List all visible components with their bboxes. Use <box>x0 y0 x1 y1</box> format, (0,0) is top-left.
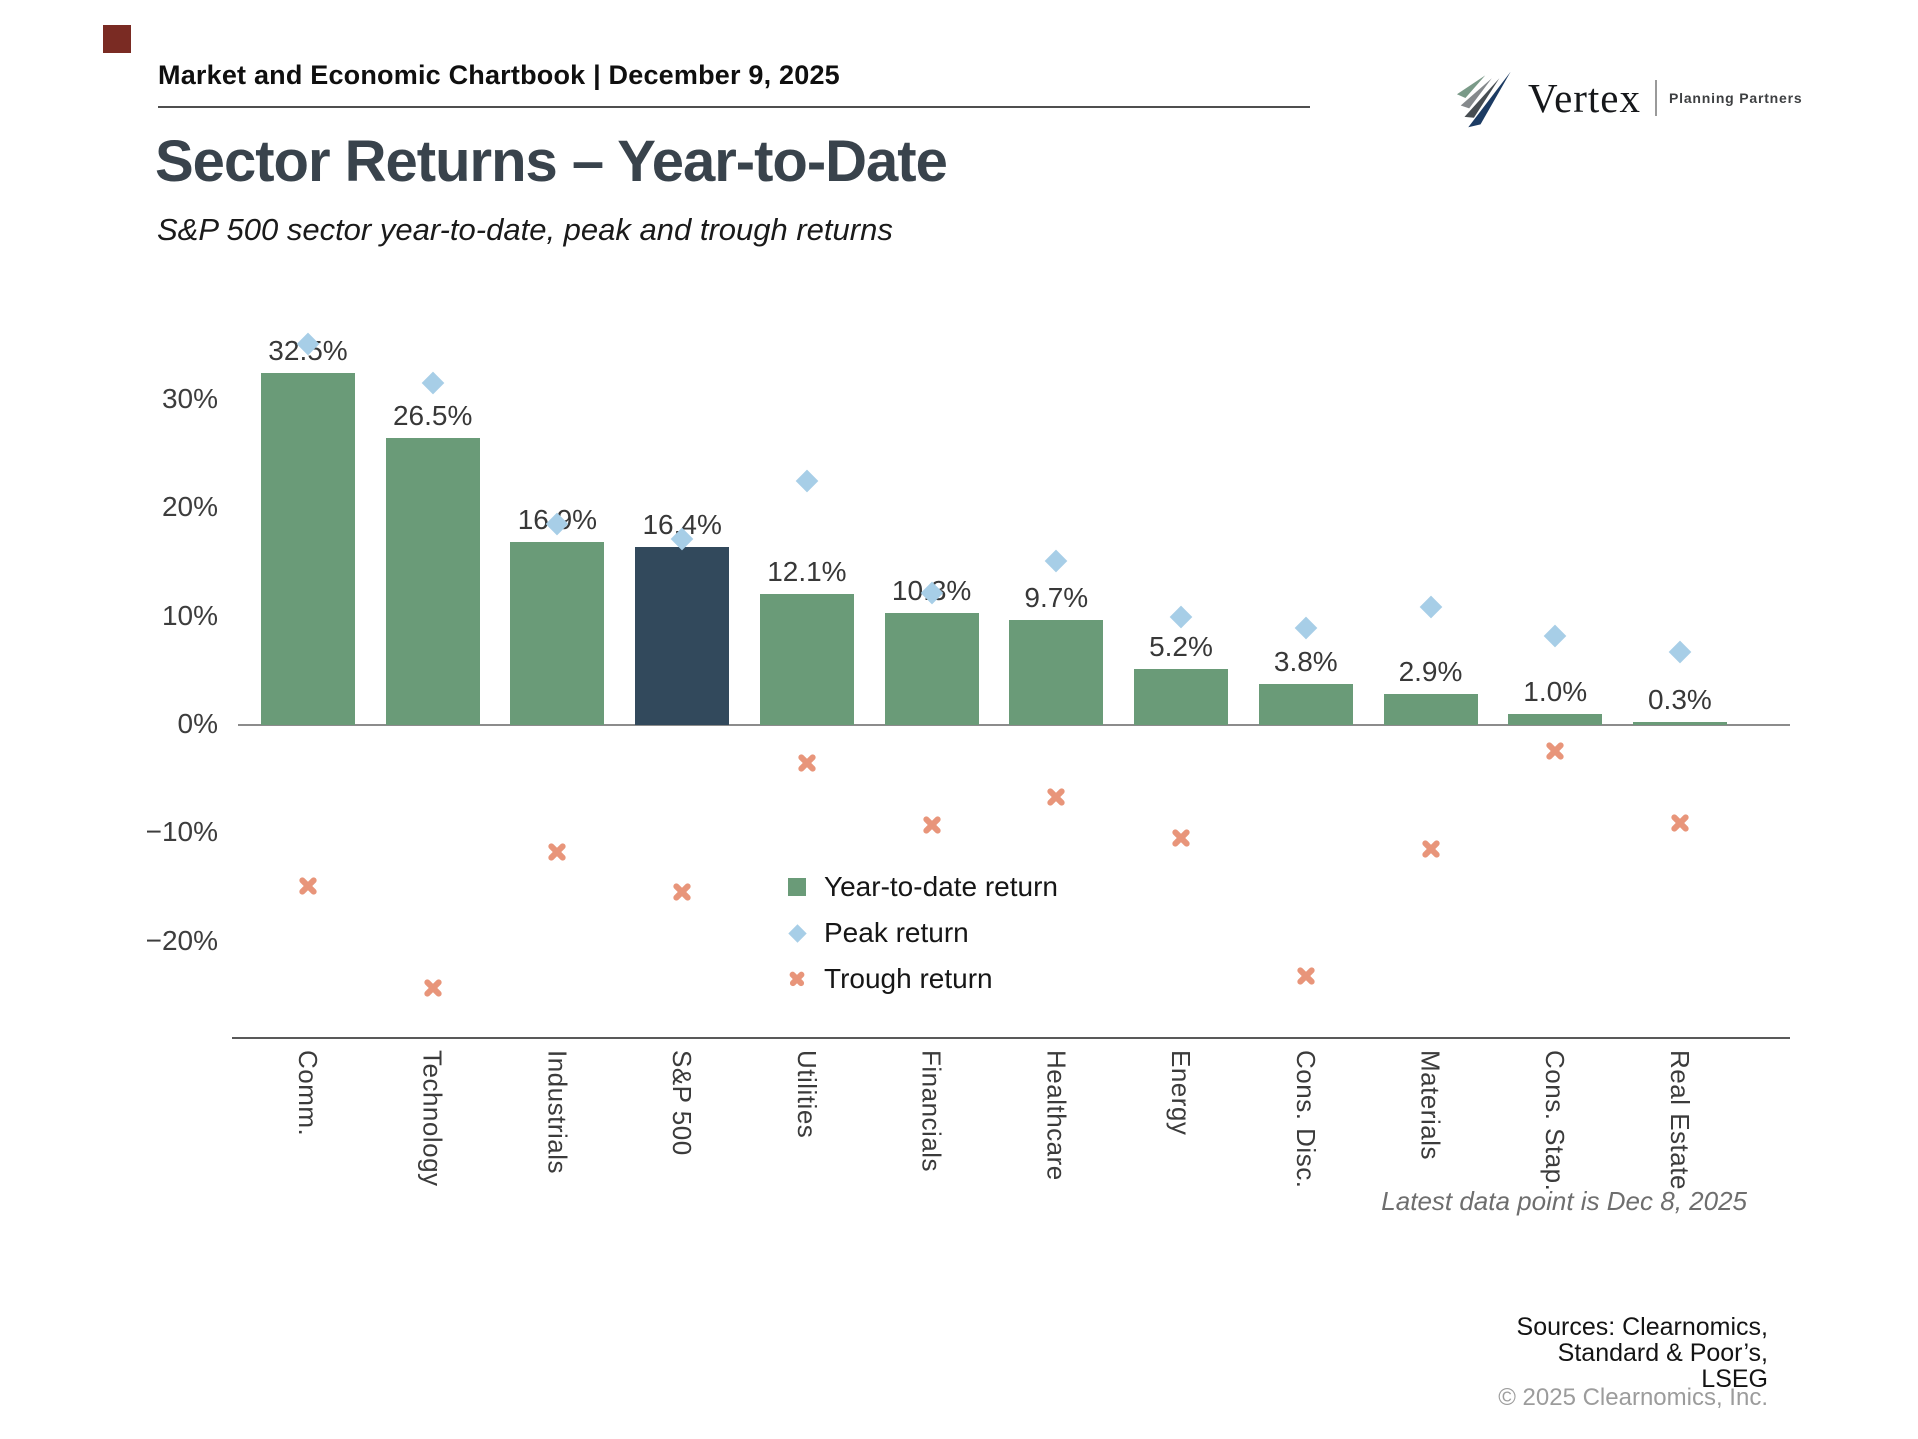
peak-marker-cons-stap <box>1543 624 1567 648</box>
latest-data-note: Latest data point is Dec 8, 2025 <box>1381 1186 1747 1216</box>
trough-return-x-icon <box>784 970 810 988</box>
bar-materials <box>1383 693 1478 725</box>
trough-marker-financials <box>921 814 943 836</box>
trough-marker-healthcare <box>1045 786 1067 808</box>
bar-healthcare <box>1009 619 1104 725</box>
category-label-industrials: Industrials <box>542 1050 573 1174</box>
peak-marker-cons-disc <box>1294 616 1318 639</box>
bar-value-label-technology: 26.5% <box>392 399 473 431</box>
bar-value-label-materials: 2.9% <box>1398 655 1463 687</box>
legend-item-ytd: Year-to-date return <box>784 864 1058 910</box>
ytd-return-swatch-icon <box>784 878 810 896</box>
category-label-healthcare: Healthcare <box>1041 1050 1072 1181</box>
zero-baseline <box>238 724 1790 726</box>
bar-technology <box>385 437 480 725</box>
bar-value-label-real-estate: 0.3% <box>1647 683 1712 715</box>
y-tick--20: −20% <box>145 924 218 956</box>
trough-marker-cons-disc <box>1295 965 1317 987</box>
legend-item-peak: Peak return <box>784 910 1058 956</box>
chart-legend: Year-to-date return Peak return Trough r… <box>784 864 1058 1002</box>
trough-marker-materials <box>1420 838 1442 860</box>
category-label-technology: Technology <box>417 1050 448 1187</box>
peak-marker-technology <box>421 371 445 395</box>
bar-comm <box>261 372 355 725</box>
logo-tagline: Planning Partners <box>1669 90 1803 106</box>
category-label-s-p-500: S&P 500 <box>667 1050 698 1156</box>
trough-marker-s-p-500 <box>671 881 693 903</box>
logo-divider <box>1655 80 1658 116</box>
y-tick--10: −10% <box>145 816 218 848</box>
vertex-logo-icon <box>1456 66 1522 130</box>
category-label-cons-stap: Cons. Stap. <box>1540 1050 1571 1192</box>
trough-marker-real-estate <box>1669 812 1691 834</box>
page-title: Sector Returns – Year-to-Date <box>155 129 948 194</box>
category-label-real-estate: Real Estate <box>1664 1050 1695 1190</box>
category-label-financials: Financials <box>916 1050 947 1173</box>
bar-value-label-energy: 5.2% <box>1149 630 1213 662</box>
legend-label-peak: Peak return <box>824 917 969 948</box>
peak-marker-materials <box>1419 595 1442 619</box>
bar-utilities <box>759 593 854 725</box>
peak-marker-energy <box>1169 605 1193 629</box>
page-subtitle: S&P 500 sector year-to-date, peak and tr… <box>157 212 893 247</box>
y-tick-10: 10% <box>161 599 218 631</box>
trough-marker-comm <box>297 875 319 897</box>
chartbook-header-title: Market and Economic Chartbook | December… <box>158 60 840 90</box>
category-label-comm: Comm. <box>293 1050 323 1137</box>
vertex-logo-wordmark: Vertex <box>1528 75 1642 121</box>
y-tick-0: 0% <box>177 708 218 739</box>
trough-marker-cons-stap <box>1544 740 1566 762</box>
y-tick-30: 30% <box>161 383 218 414</box>
bar-energy <box>1134 668 1228 725</box>
sources-line: Sources: Clearnomics, <box>1516 1313 1768 1341</box>
peak-return-diamond-icon <box>784 923 810 943</box>
category-label-materials: Materials <box>1415 1050 1446 1160</box>
bar-financials <box>884 613 979 725</box>
trough-marker-technology <box>422 977 444 999</box>
trough-marker-utilities <box>796 752 818 774</box>
vertex-logo: Vertex Planning Partners <box>1456 66 1802 130</box>
bottom-axis-line <box>232 1037 1790 1039</box>
category-label-cons-disc: Cons. Disc. <box>1290 1050 1321 1189</box>
sources-note: Sources: Clearnomics, Standard & Poor’s,… <box>1517 1314 1768 1392</box>
peak-marker-healthcare <box>1044 550 1068 573</box>
bar-cons-stap <box>1508 714 1603 725</box>
trough-marker-industrials <box>546 841 568 863</box>
bar-s-p-500 <box>635 547 730 725</box>
bar-real-estate <box>1632 721 1727 725</box>
peak-marker-real-estate <box>1668 641 1692 664</box>
legend-label-trough: Trough return <box>824 963 993 994</box>
header-divider <box>158 106 1310 108</box>
peak-marker-utilities <box>795 469 819 493</box>
category-label-energy: Energy <box>1166 1050 1196 1136</box>
bar-value-label-healthcare: 9.7% <box>1024 581 1089 613</box>
legend-label-ytd: Year-to-date return <box>824 871 1058 902</box>
bar-value-label-utilities: 12.1% <box>767 555 847 587</box>
bar-value-label-cons-stap: 1.0% <box>1523 676 1588 708</box>
bar-cons-disc <box>1258 683 1353 725</box>
accent-square <box>103 25 131 53</box>
y-tick-20: 20% <box>161 491 218 523</box>
category-label-utilities: Utilities <box>791 1050 822 1139</box>
sources-line: Standard & Poor’s, <box>1557 1339 1768 1367</box>
legend-item-trough: Trough return <box>784 956 1058 1002</box>
trough-marker-energy <box>1170 827 1192 849</box>
bar-value-label-cons-disc: 3.8% <box>1273 645 1338 677</box>
bar-industrials <box>510 541 605 725</box>
sources-line: LSEG <box>1701 1365 1768 1393</box>
copyright-note: © 2025 Clearnomics, Inc. <box>1498 1384 1768 1411</box>
